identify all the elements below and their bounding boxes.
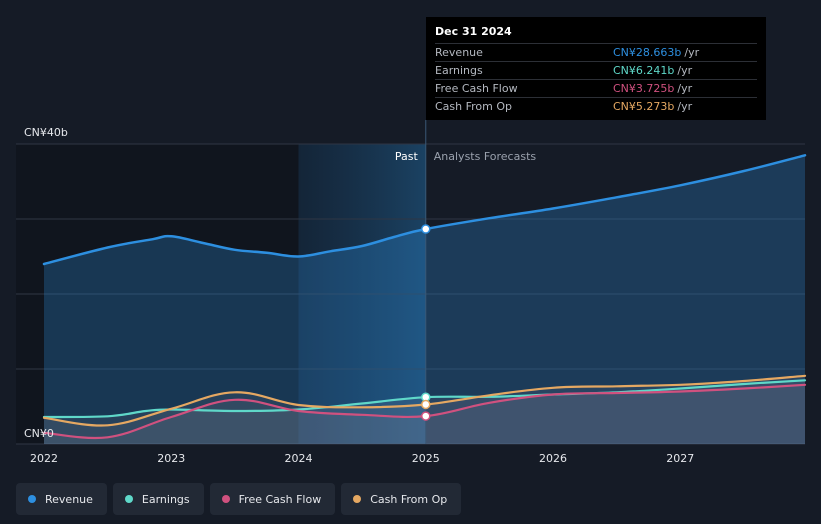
legend-dot-icon xyxy=(221,495,230,503)
x-tick-label: 2027 xyxy=(666,452,694,465)
legend-label: Earnings xyxy=(141,492,190,506)
legend-label: Free Cash Flow xyxy=(238,492,322,506)
area-revenue xyxy=(44,155,805,445)
tooltip-label: Revenue xyxy=(435,46,483,59)
past-label: Past xyxy=(395,150,419,163)
x-tick-label: 2024 xyxy=(285,452,313,465)
legend-label: Cash From Op xyxy=(370,492,448,506)
line-revenue xyxy=(42,154,807,266)
tooltip-value: CN¥5.273b xyxy=(613,100,675,113)
tooltip-row-earnings: Earnings CN¥6.241b /yr xyxy=(435,61,757,79)
x-tick-label: 2022 xyxy=(30,452,58,465)
tooltip-value: CN¥3.725b xyxy=(613,82,675,95)
legend-item-cash-from-op[interactable]: Cash From Op xyxy=(341,483,462,515)
tooltip-value: CN¥28.663b xyxy=(613,46,682,59)
tooltip-row-free-cash-flow: Free Cash Flow CN¥3.725b /yr xyxy=(435,79,757,97)
tooltip-label: Earnings xyxy=(435,64,483,77)
chart-tooltip: Dec 31 2024 Revenue CN¥28.663b /yr Earni… xyxy=(426,17,766,120)
area-free-cash-flow xyxy=(44,384,805,444)
tooltip-unit: /yr xyxy=(677,64,693,77)
line-earnings xyxy=(42,379,807,419)
forecast-label: Analysts Forecasts xyxy=(434,150,537,163)
tooltip-row-cash-from-op: Cash From Op CN¥5.273b /yr xyxy=(435,97,757,115)
tooltip-value: CN¥6.241b xyxy=(613,64,675,77)
y-axis-label: CN¥40b xyxy=(24,126,68,139)
tooltip-unit: /yr xyxy=(677,100,693,113)
legend-item-revenue[interactable]: Revenue xyxy=(16,483,107,515)
tooltip-unit: /yr xyxy=(684,46,700,59)
x-tick-label: 2025 xyxy=(412,452,440,465)
chart: CN¥40b CN¥0 2022 2023 2024 2025 2026 2027 Past An… xyxy=(16,120,807,465)
tooltip-date: Dec 31 2024 xyxy=(435,25,512,38)
tooltip-row-revenue: Revenue CN¥28.663b /yr xyxy=(435,43,757,61)
legend-item-earnings[interactable]: Earnings xyxy=(112,483,204,515)
x-tick-label: 2023 xyxy=(157,452,185,465)
y-axis-label: CN¥0 xyxy=(24,427,54,440)
tooltip-label: Cash From Op xyxy=(435,100,513,113)
legend-dot-icon xyxy=(28,495,36,503)
legend-label: Revenue xyxy=(45,492,93,506)
marker-free-cash-flow xyxy=(421,411,431,421)
marker-revenue xyxy=(421,224,431,234)
marker-cash-from-op xyxy=(421,399,431,410)
x-tick-label: 2026 xyxy=(539,452,567,465)
tooltip-unit: /yr xyxy=(677,82,693,95)
legend-dot-icon xyxy=(353,495,362,503)
legend-item-free-cash-flow[interactable]: Free Cash Flow xyxy=(209,483,336,515)
chart-legend: Revenue Earnings Free Cash Flow Cash Fro… xyxy=(16,483,462,515)
legend-dot-icon xyxy=(124,495,133,503)
tooltip-label: Free Cash Flow xyxy=(435,82,518,95)
